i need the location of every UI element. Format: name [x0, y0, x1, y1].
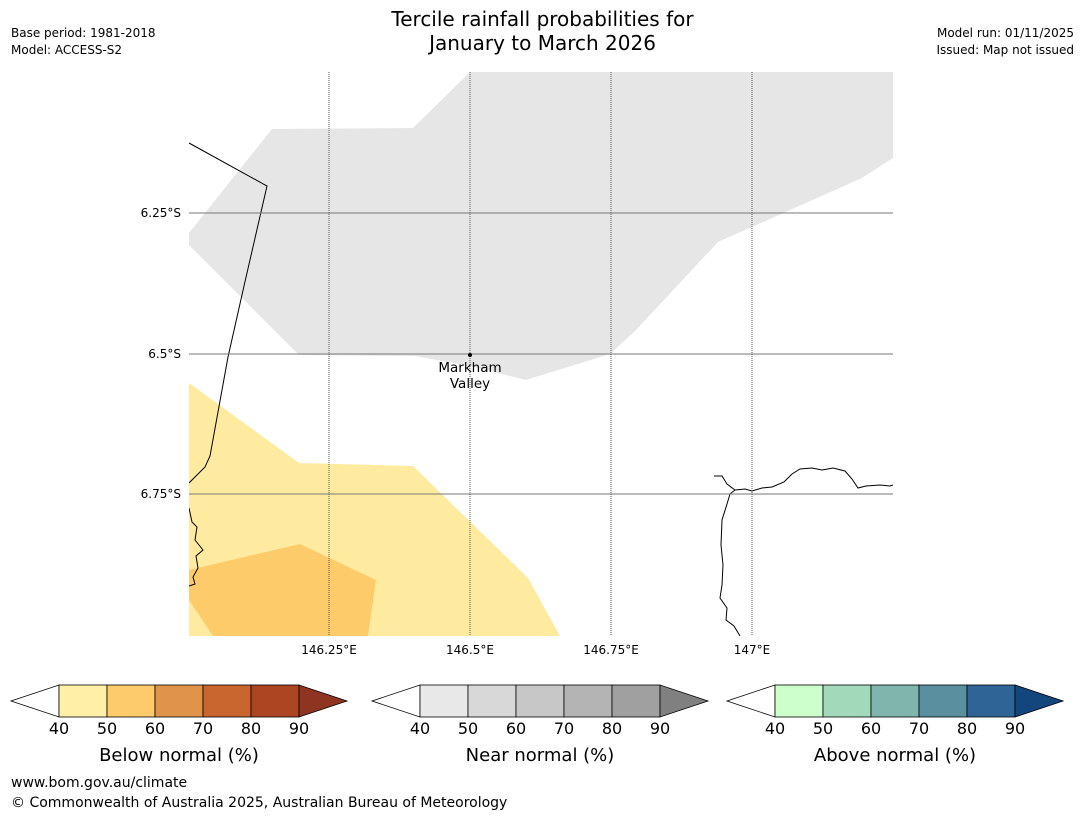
lon-label-14625: 146.25°E: [301, 643, 357, 657]
title-line-1: Tercile rainfall probabilities for: [391, 7, 694, 31]
below-normal-tick-80: 80: [240, 719, 262, 738]
copyright-notice: © Commonwealth of Australia 2025, Austra…: [11, 795, 508, 811]
below-normal-swatch-60: [154, 684, 204, 718]
above-normal-swatch-40: [774, 684, 824, 718]
coastline-east: [714, 467, 893, 636]
below-normal-tick-90: 90: [288, 719, 310, 738]
below-normal-colorbar-title: Below normal (%): [99, 745, 259, 766]
above-normal-swatch-60: [870, 684, 920, 718]
above-normal-lower-extension: [725, 684, 776, 718]
near-normal-swatch-70: [563, 684, 613, 718]
near-normal-tick-40: 40: [409, 719, 431, 738]
below-normal-tick-50: 50: [96, 719, 118, 738]
above-normal-tick-90: 90: [1004, 719, 1026, 738]
location-label: Markham Valley: [438, 360, 501, 392]
below-normal-tick-40: 40: [48, 719, 70, 738]
near-normal-lower-extension: [370, 684, 421, 718]
near-normal-swatch-40: [419, 684, 469, 718]
below-normal-lower-extension: [9, 684, 60, 718]
above-normal-upper-extension: [1014, 684, 1065, 718]
above-normal-tick-50: 50: [812, 719, 834, 738]
near-normal-tick-60: 60: [505, 719, 527, 738]
above-normal-tick-60: 60: [860, 719, 882, 738]
website-link[interactable]: www.bom.gov.au/climate: [11, 775, 188, 791]
near-normal-swatch-60: [515, 684, 565, 718]
near-normal-tick-80: 80: [601, 719, 623, 738]
below-normal-colorbar: [9, 684, 349, 718]
above-normal-tick-80: 80: [956, 719, 978, 738]
above-normal-swatch-80: [966, 684, 1016, 718]
near-normal-swatch-80: [611, 684, 661, 718]
location-name-line-1: Markham: [438, 360, 502, 376]
lat-label-625: 6.25°S: [140, 206, 181, 220]
map-title: Tercile rainfall probabilities for Janua…: [0, 7, 1085, 55]
metadata-right: Model run: 01/11/2025 Issued: Map not is…: [936, 25, 1074, 59]
location-marker: [468, 353, 472, 357]
above-normal-swatch-50: [822, 684, 872, 718]
model-run: Model run: 01/11/2025: [936, 26, 1074, 40]
lon-label-147: 147°E: [733, 643, 771, 657]
title-line-2: January to March 2026: [429, 31, 656, 55]
lon-label-1465: 146.5°E: [446, 643, 494, 657]
near-normal-upper-extension: [659, 684, 710, 718]
above-normal-tick-40: 40: [764, 719, 786, 738]
below-normal-swatch-70: [202, 684, 252, 718]
near-normal-tick-70: 70: [553, 719, 575, 738]
coastline-west: [189, 142, 268, 484]
lat-label-650: 6.5°S: [148, 347, 181, 361]
above-normal-tick-70: 70: [908, 719, 930, 738]
above-normal-colorbar-title: Above normal (%): [813, 745, 977, 766]
near-normal-colorbar-title: Near normal (%): [465, 745, 615, 766]
below-normal-swatch-40: [58, 684, 108, 718]
issued-status: Issued: Map not issued: [936, 43, 1074, 57]
below-normal-upper-extension: [298, 684, 349, 718]
below-normal-tick-60: 60: [144, 719, 166, 738]
lat-label-675: 6.75°S: [140, 487, 181, 501]
near-normal-tick-90: 90: [649, 719, 671, 738]
below-normal-swatch-80: [250, 684, 300, 718]
location-name-line-2: Valley: [449, 376, 491, 392]
below-normal-swatch-50: [106, 684, 156, 718]
coastline-southwest: [189, 507, 204, 587]
model-name: Model: ACCESS-S2: [11, 43, 123, 57]
near-normal-tick-50: 50: [457, 719, 479, 738]
near-normal-swatch-50: [467, 684, 517, 718]
near-normal-region: [189, 72, 893, 380]
lon-label-14675: 146.75°E: [583, 643, 639, 657]
below-normal-tick-70: 70: [192, 719, 214, 738]
base-period: Base period: 1981-2018: [11, 26, 156, 40]
near-normal-colorbar: [370, 684, 710, 718]
above-normal-colorbar: [725, 684, 1065, 718]
above-normal-swatch-70: [918, 684, 968, 718]
metadata-left: Base period: 1981-2018 Model: ACCESS-S2: [11, 25, 156, 59]
